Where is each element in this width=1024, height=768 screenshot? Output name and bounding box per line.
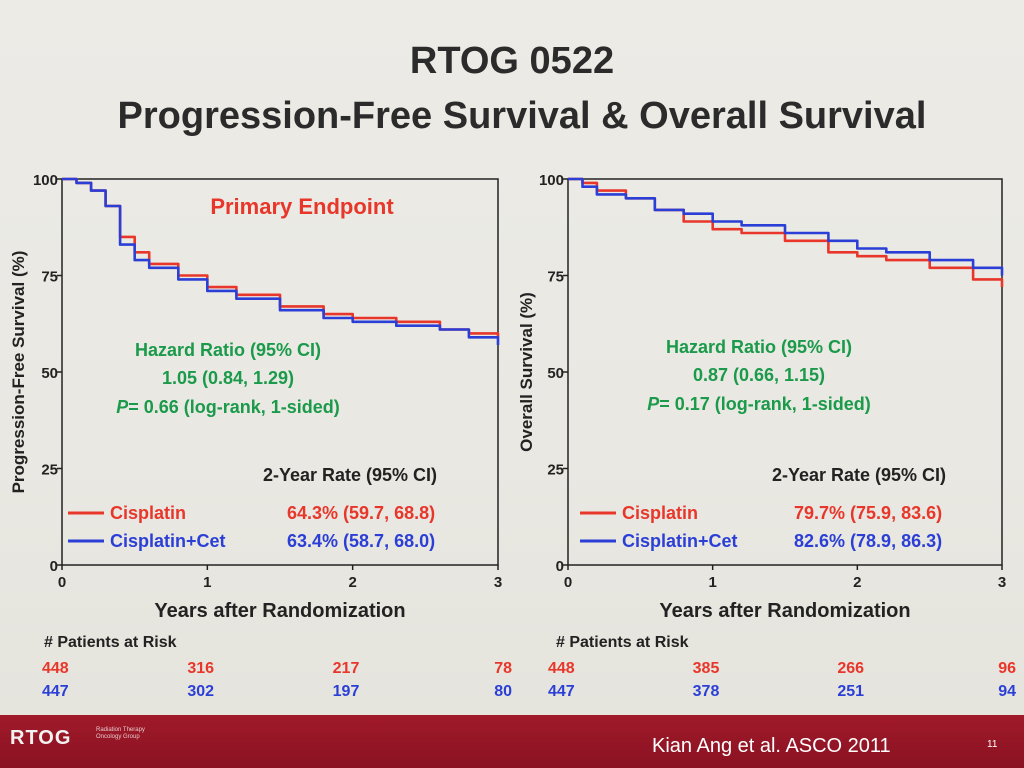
os-ylabel: Overall Survival (%) [517,292,536,452]
pfs-ytick-label-50: 50 [41,365,58,382]
pfs-p-value: = 0.66 (log-rank, 1-sided) [128,397,340,417]
os-xtick-label-0: 0 [564,574,572,591]
pfs-at-risk-cisplatin-2: 217 [333,660,360,677]
rtog-logo-subtext: Radiation Therapy Oncology Group [96,727,145,740]
pfs-at-risk-cisplatin-cet-1: 302 [187,683,214,700]
os-chart: 0 25 50 75 100 0 1 2 3 Overall Survival (%) Years … [517,172,1016,700]
pfs-xtick-label-2: 2 [348,574,356,591]
pfs-series-cisplatin-cet [62,177,500,345]
pfs-xtick-label-3: 3 [494,574,502,591]
os-legend-rate-cisplatin-cet: 82.6% (78.9, 86.3) [794,531,942,551]
slide-subtitle: Progression-Free Survival & Overall Surv… [117,95,927,137]
pfs-ytick-label-100: 100 [33,172,58,189]
os-legend-label-cisplatin-cet: Cisplatin+Cet [622,531,738,551]
os-ytick-label-75: 75 [547,269,564,286]
pfs-p-value-line: P= 0.66 (log-rank, 1-sided) [116,397,340,417]
pfs-xtick-label-1: 1 [203,574,211,591]
os-at-risk-cisplatin-cet-1: 378 [693,683,720,700]
os-ytick-label-0: 0 [556,558,564,575]
os-series-cisplatin [568,177,1004,288]
os-at-risk-cisplatin-0: 448 [548,660,575,677]
os-chart-panel: 0 25 50 75 100 0 1 2 3 Overall Survival (%) Years … [512,160,1024,715]
os-xtick-label-1: 1 [708,574,716,591]
os-hr-value: 0.87 (0.66, 1.15) [693,365,825,385]
pfs-ylabel: Progression-Free Survival (%) [9,251,28,494]
os-ytick-label-25: 25 [547,462,564,479]
pfs-chart-panel: 0 25 50 75 100 0 1 2 3 Progression-Free Survival … [0,160,512,715]
os-p-letter: P [647,394,660,414]
pfs-xlabel: Years after Randomization [154,600,405,622]
pfs-chart: 0 25 50 75 100 0 1 2 3 Progression-Free Survival … [9,172,512,700]
pfs-legend-label-cisplatin-cet: Cisplatin+Cet [110,531,226,551]
pfs-at-risk-cisplatin-cet-3: 80 [494,683,512,700]
os-at-risk-cisplatin-cet-2: 251 [837,683,864,700]
pfs-at-risk-cisplatin-cet-2: 197 [333,683,360,700]
rtog-logo: RTOG [10,727,72,749]
os-risk-header: # Patients at Risk [556,634,689,651]
os-legend-label-cisplatin: Cisplatin [622,503,698,523]
os-xtick-label-2: 2 [853,574,861,591]
os-hr-label: Hazard Ratio (95% CI) [666,337,852,357]
citation: Kian Ang et al. ASCO 2011 [652,735,891,757]
os-ytick-label-100: 100 [539,172,564,189]
pfs-p-letter: P [116,397,129,417]
os-at-risk-cisplatin-1: 385 [693,660,720,677]
os-series-cisplatin-cet [568,177,1004,276]
os-p-value: = 0.17 (log-rank, 1-sided) [659,394,871,414]
pfs-at-risk-cisplatin-3: 78 [494,660,512,677]
pfs-xtick-label-0: 0 [58,574,66,591]
pfs-at-risk-cisplatin-cet-0: 447 [42,683,69,700]
footer-bar: RTOG Radiation Therapy Oncology Group Ki… [0,715,1024,768]
pfs-ytick-label-25: 25 [41,462,58,479]
pfs-legend-rate-cisplatin-cet: 63.4% (58.7, 68.0) [287,531,435,551]
os-at-risk-cisplatin-cet-0: 447 [548,683,575,700]
pfs-ytick-label-75: 75 [41,269,58,286]
pfs-hr-label: Hazard Ratio (95% CI) [135,340,321,360]
pfs-at-risk-cisplatin-1: 316 [187,660,214,677]
os-xtick-label-3: 3 [998,574,1006,591]
os-ytick-label-50: 50 [547,365,564,382]
pfs-hr-value: 1.05 (0.84, 1.29) [162,368,294,388]
os-legend-rate-cisplatin: 79.7% (75.9, 83.6) [794,503,942,523]
pfs-risk-header: # Patients at Risk [44,634,177,651]
pfs-legend-label-cisplatin: Cisplatin [110,503,186,523]
pfs-ytick-label-0: 0 [50,558,58,575]
os-p-value-line: P= 0.17 (log-rank, 1-sided) [647,394,871,414]
pfs-rate-header: 2-Year Rate (95% CI) [263,465,437,485]
os-at-risk-cisplatin-cet-3: 94 [998,683,1016,700]
os-at-risk-cisplatin-2: 266 [837,660,864,677]
slide-title: RTOG 0522 [409,40,615,82]
pfs-at-risk-cisplatin-0: 448 [42,660,69,677]
pfs-chart-title: Primary Endpoint [210,194,394,219]
os-rate-header: 2-Year Rate (95% CI) [772,465,946,485]
page-number: 11 [987,739,998,750]
pfs-legend-rate-cisplatin: 64.3% (59.7, 68.8) [287,503,435,523]
os-xlabel: Years after Randomization [659,600,910,622]
os-at-risk-cisplatin-3: 96 [998,660,1016,677]
